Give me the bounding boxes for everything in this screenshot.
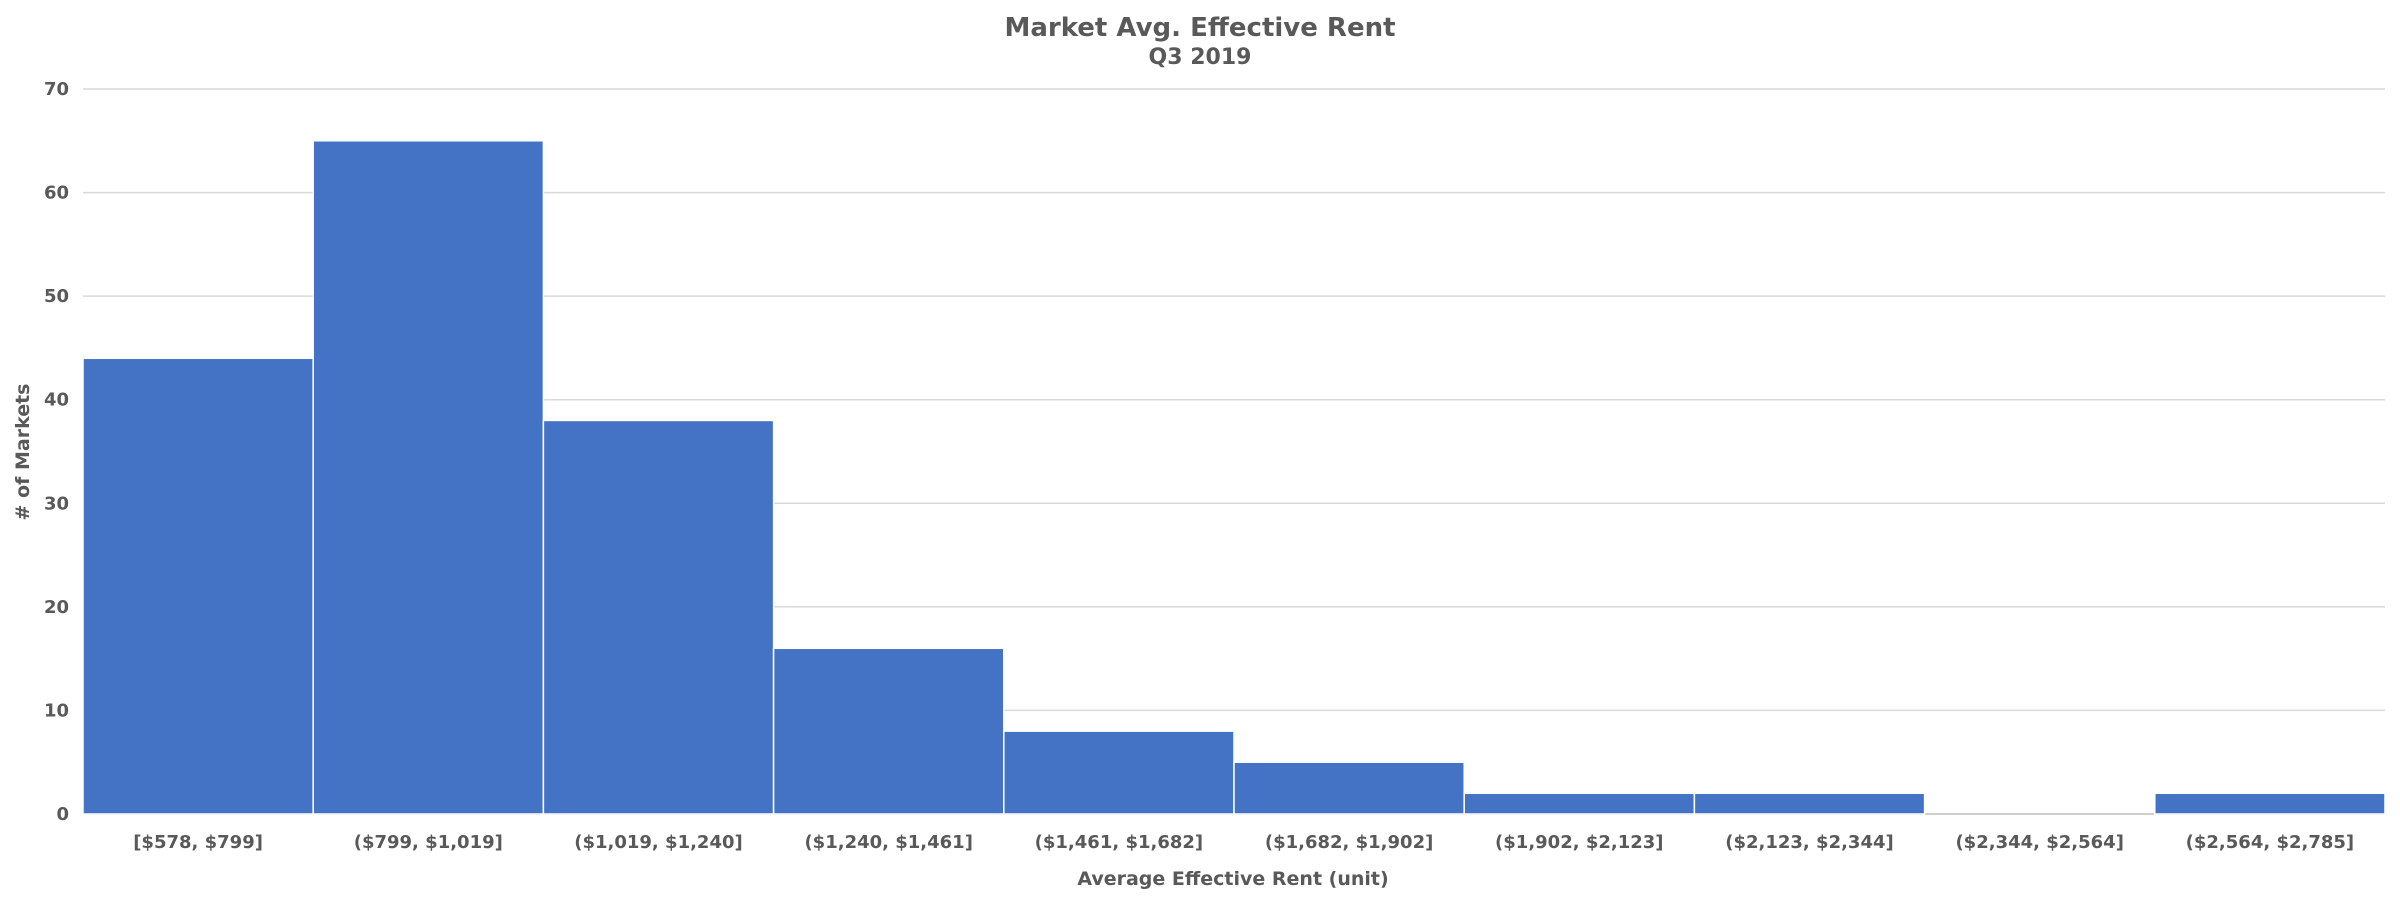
x-tick-label: ($1,240, $1,461]: [804, 832, 972, 853]
bars: [82, 140, 2386, 815]
bar: [2154, 792, 2386, 815]
y-axis-ticks: 0 10 20 30 40 50 60 70: [44, 79, 69, 825]
bar: [1003, 730, 1235, 815]
chart-title: Market Avg. Effective Rent: [1004, 13, 1395, 43]
y-tick-label: 40: [44, 390, 69, 411]
x-tick-label: ($2,564, $2,785]: [2186, 832, 2354, 853]
x-tick-label: ($1,461, $1,682]: [1035, 832, 1203, 853]
x-tick-label: ($2,344, $2,564]: [1955, 832, 2123, 853]
y-tick-label: 60: [44, 183, 69, 204]
x-tick-label: ($1,902, $2,123]: [1495, 832, 1663, 853]
x-tick-label: ($1,682, $1,902]: [1265, 832, 1433, 853]
y-tick-label: 20: [44, 597, 69, 618]
y-tick-label: 30: [44, 493, 69, 514]
x-axis-title: Average Effective Rent (unit): [1077, 868, 1388, 890]
bar: [312, 140, 545, 815]
y-tick-label: 70: [44, 79, 69, 100]
bar: [772, 647, 1005, 815]
bar: [542, 419, 775, 815]
x-tick-label: [$578, $799]: [133, 832, 263, 853]
x-tick-label: ($1,019, $1,240]: [574, 832, 742, 853]
bar: [1693, 792, 1926, 815]
chart-subtitle: Q3 2019: [1149, 45, 1252, 70]
y-axis-title: # of Markets: [12, 384, 34, 521]
y-tick-label: 10: [44, 700, 69, 721]
y-tick-label: 50: [44, 286, 69, 307]
x-tick-label: ($2,123, $2,344]: [1725, 832, 1893, 853]
bar: [82, 357, 314, 815]
y-tick-label: 0: [56, 804, 69, 825]
x-tick-label: ($799, $1,019]: [354, 832, 503, 853]
bar: [1463, 792, 1696, 815]
x-axis-ticks: [$578, $799] ($799, $1,019] ($1,019, $1,24…: [133, 832, 2354, 853]
bar: [1233, 761, 1465, 815]
